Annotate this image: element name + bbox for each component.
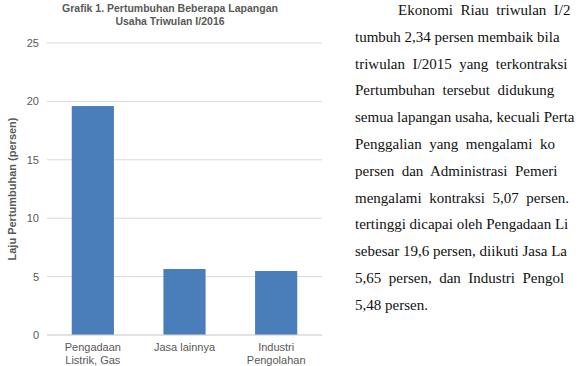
text-line: persen dan Administrasi Pemeri: [355, 163, 557, 180]
bar: [72, 106, 114, 335]
y-tick-label: 0: [33, 329, 39, 341]
text-line: 5,65 persen, dan Industri Pengol: [355, 270, 564, 287]
grid-line: [47, 101, 322, 102]
x-tick-label: IndustriPengolahan: [247, 341, 306, 366]
text-line: 5,48 persen.: [355, 297, 428, 314]
x-tick-label: Jasa lainnya: [154, 341, 216, 353]
text-line: semua lapangan usaha, kecuali Perta: [355, 109, 575, 126]
bars: [72, 106, 298, 335]
y-tick-label: 25: [27, 37, 39, 49]
text-line: sebesar 19,6 persen, diikuti Jasa La: [355, 243, 567, 260]
text-line: Pertumbuhan tersebut didukung: [355, 82, 554, 99]
text-line: Ekonomi Riau triwulan I/2: [398, 2, 570, 19]
grid-line: [47, 43, 322, 44]
text-line: triwulan I/2015 yang terkontraksi: [355, 56, 567, 73]
bar: [255, 271, 297, 335]
chart: Grafik 1. Pertumbuhan Beberapa LapanganU…: [0, 0, 330, 366]
y-axis-label: Laju Pertumbuhan (persen): [6, 117, 18, 260]
text-line: Penggalian yang mengalami ko: [355, 136, 555, 153]
grid-line: [47, 335, 322, 336]
bar: [163, 269, 205, 335]
y-tick-label: 20: [27, 95, 39, 107]
y-tick-label: 15: [27, 154, 39, 166]
x-axis: [47, 335, 322, 336]
text-line: tumbuh 2,34 persen membaik bila: [355, 29, 560, 46]
x-tick-label: PengadaanListrik, Gas: [65, 341, 121, 366]
chart-title: Grafik 1. Pertumbuhan Beberapa LapanganU…: [62, 2, 278, 27]
text-line: mengalami kontraksi 5,07 persen.: [355, 190, 569, 207]
text-line: tertinggi dicapai oleh Pengadaan Li: [355, 216, 568, 233]
y-tick-label: 5: [33, 271, 39, 283]
document-text: Ekonomi Riau triwulan I/2 tumbuh 2,34 per…: [0, 0, 588, 366]
y-tick-label: 10: [27, 212, 39, 224]
